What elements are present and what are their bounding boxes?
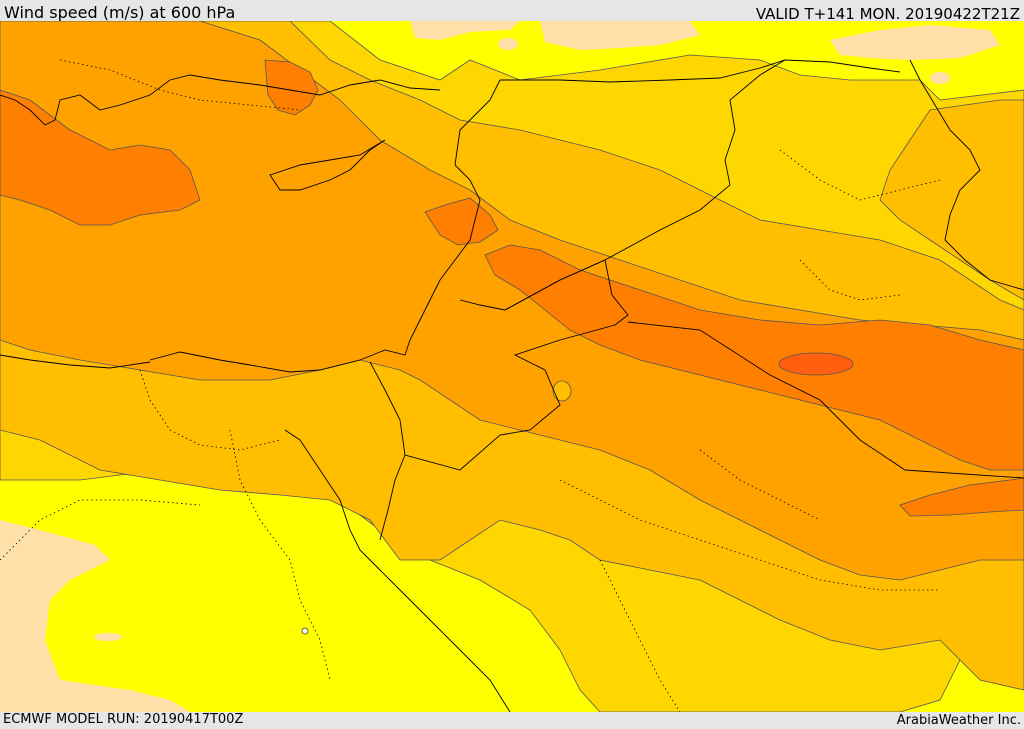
- province-borders: [0, 59, 941, 712]
- band-highest-core: [778, 352, 854, 376]
- map-footer: ECMWF MODEL RUN: 20190417T00Z ArabiaWeat…: [0, 712, 1024, 729]
- model-run-label: ECMWF MODEL RUN: 20190417T00Z: [3, 712, 244, 727]
- band-lowest-north-1: [410, 21, 520, 40]
- band-high-west: [0, 89, 201, 226]
- lake-1: [552, 380, 572, 402]
- band-high-central: [484, 244, 1024, 471]
- band-lowest-north-2: [540, 21, 700, 50]
- country-borders: [369, 59, 1024, 479]
- band-lowest-islet-1: [498, 38, 518, 50]
- wind-speed-map[interactable]: [0, 21, 1024, 712]
- band-high-levant: [424, 197, 499, 246]
- map-title: Wind speed (m/s) at 600 hPa: [4, 3, 236, 22]
- valid-time-label: VALID T+141 MON. 20190422T21Z: [755, 5, 1020, 23]
- lake-2: [301, 627, 309, 635]
- band-lowest-islet-2: [94, 633, 122, 641]
- band-high-northwest: [264, 59, 319, 116]
- band-lowest-southwest: [0, 520, 190, 712]
- band-lowest-islet-3: [930, 72, 950, 84]
- band-lowest-north-3: [830, 25, 1000, 60]
- map-header: Wind speed (m/s) at 600 hPa VALID T+141 …: [0, 0, 1024, 23]
- band-high-southeast: [899, 477, 1024, 517]
- credit-label: ArabiaWeather Inc.: [896, 713, 1021, 728]
- band-mid-northeast: [879, 99, 1024, 301]
- coastlines: [0, 74, 511, 712]
- map-canvas: [0, 21, 1024, 712]
